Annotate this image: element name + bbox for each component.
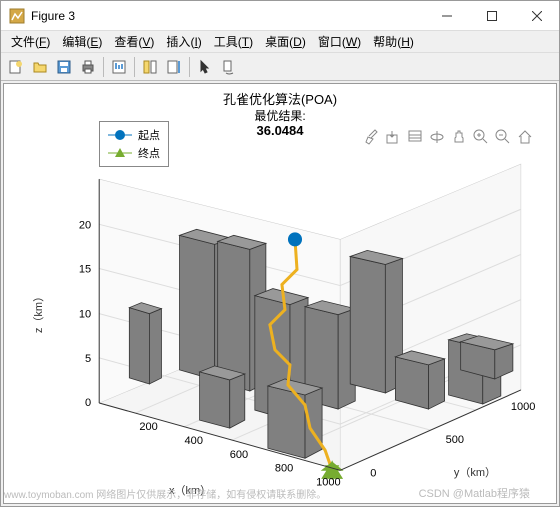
zoomout-icon[interactable] [495, 129, 511, 145]
legend-start: 起点 [108, 126, 160, 144]
matlab-figure-icon [9, 8, 25, 24]
z-tick: 20 [79, 219, 91, 231]
y-tick: 1000 [511, 401, 536, 413]
rotate-icon[interactable] [429, 129, 445, 145]
menu-window[interactable]: 窗口(W) [312, 31, 367, 52]
window-buttons [424, 1, 559, 31]
watermark-left: www.toymoban.com 网络图片仅供展示，非存储，如有侵权请联系删除。 [4, 486, 326, 501]
pointer-icon[interactable] [194, 56, 216, 78]
z-tick: 15 [79, 263, 91, 275]
z-tick: 0 [85, 397, 91, 409]
home-icon[interactable] [517, 129, 533, 145]
start-marker [288, 232, 302, 246]
window-title: Figure 3 [31, 9, 424, 23]
axes-toolbar [363, 129, 533, 145]
menu-tools[interactable]: 工具(T) [208, 31, 259, 52]
export-icon[interactable] [385, 129, 401, 145]
titlebar: Figure 3 [1, 1, 559, 31]
axes-3d[interactable]: 孔雀优化算法(POA) 最优结果: 36.0484 起点 终点 [9, 89, 551, 498]
menu-edit[interactable]: 编辑(E) [56, 31, 108, 52]
linked-plot-icon[interactable] [139, 56, 161, 78]
datatip-icon[interactable] [407, 129, 423, 145]
toolbar-separator [189, 57, 190, 77]
insert-colorbar-icon[interactable] [163, 56, 185, 78]
z-tick: 10 [79, 309, 91, 321]
plot-3d: 0 5 10 15 20 200 400 600 800 1000 0 500 … [49, 149, 541, 500]
x-tick: 400 [185, 435, 203, 447]
x-tick: 600 [230, 449, 248, 461]
chart-subtitle: 最优结果: [9, 107, 551, 124]
x-tick: 800 [275, 462, 293, 474]
y-tick: 500 [446, 434, 464, 446]
figure-area: 孔雀优化算法(POA) 最优结果: 36.0484 起点 终点 [3, 83, 557, 504]
menubar: 文件(F) 编辑(E) 查看(V) 插入(I) 工具(T) 桌面(D) 窗口(W… [1, 31, 559, 53]
x-tick: 200 [139, 421, 157, 433]
z-tick: 5 [85, 353, 91, 365]
rotate3d-icon[interactable] [218, 56, 240, 78]
minimize-button[interactable] [424, 1, 469, 31]
menu-insert[interactable]: 插入(I) [160, 31, 207, 52]
save-icon[interactable] [53, 56, 75, 78]
close-button[interactable] [514, 1, 559, 31]
pan-icon[interactable] [451, 129, 467, 145]
legend-start-label: 起点 [138, 127, 160, 143]
y-tick: 0 [370, 467, 376, 479]
print-icon[interactable] [77, 56, 99, 78]
open-icon[interactable] [29, 56, 51, 78]
brush-icon[interactable] [363, 129, 379, 145]
maximize-button[interactable] [469, 1, 514, 31]
edit-plot-icon[interactable] [108, 56, 130, 78]
y-axis-label: y（km） [454, 464, 496, 480]
watermark-right: CSDN @Matlab程序猿 [419, 485, 530, 501]
figure-window: Figure 3 文件(F) 编辑(E) 查看(V) 插入(I) 工具(T) 桌… [0, 0, 560, 507]
menu-help[interactable]: 帮助(H) [367, 31, 420, 52]
new-figure-icon[interactable] [5, 56, 27, 78]
toolbar-separator [134, 57, 135, 77]
z-axis-label: z（km） [30, 291, 46, 333]
menu-desktop[interactable]: 桌面(D) [259, 31, 312, 52]
menu-file[interactable]: 文件(F) [5, 31, 56, 52]
menu-view[interactable]: 查看(V) [108, 31, 160, 52]
zoomin-icon[interactable] [473, 129, 489, 145]
chart-title: 孔雀优化算法(POA) [9, 89, 551, 108]
toolbar-separator [103, 57, 104, 77]
toolbar [1, 53, 559, 81]
